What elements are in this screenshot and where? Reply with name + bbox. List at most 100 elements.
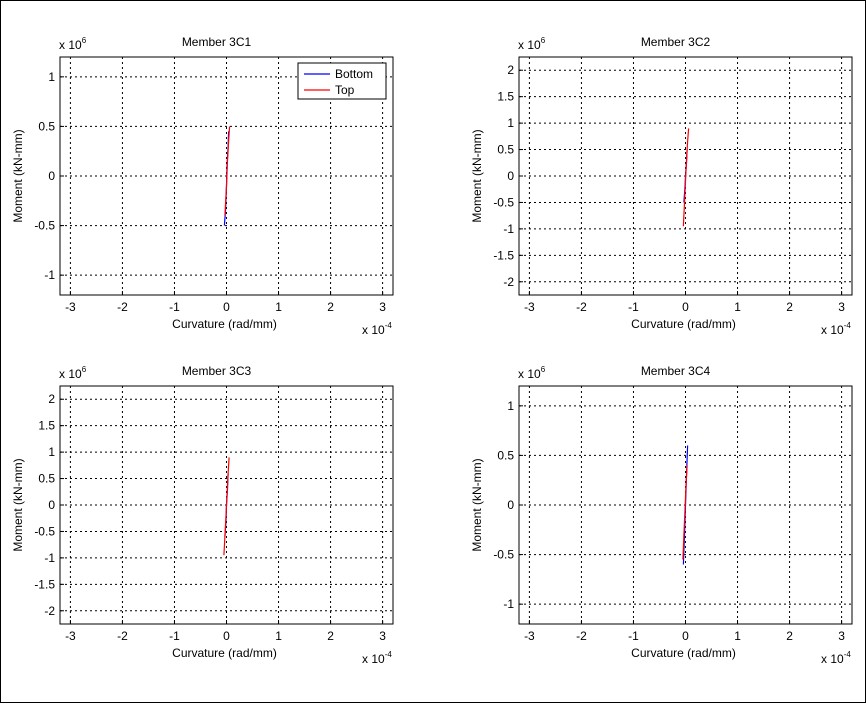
x-multiplier-exponent: -4 [385,321,393,330]
y-multiplier-exponent: 6 [541,36,546,45]
y-axis-label: Moment (kN-mm) [11,458,25,551]
x-tick-label: -3 [65,629,76,643]
y-multiplier-exponent: 6 [82,365,87,374]
y-tick-label: 0 [507,169,514,183]
subplot-3: -3 -2 -1 0 1 2 3 -2 -1.5 -1 -0.5 0 0.5 1 1.5 2 Member 3C… [11,364,394,666]
x-multiplier-base: x 10 [362,652,385,666]
series-line-top [682,128,690,227]
y-tick-label: -1 [503,597,514,611]
x-tick-label: 3 [379,300,386,314]
chart-title: Member 3C1 [182,35,252,49]
y-axis-multiplier: x 106 [59,365,87,381]
y-tick-label: -0.5 [34,524,55,538]
x-tick-label: 1 [275,300,282,314]
y-tick-label: 1 [48,70,55,84]
y-tick-label: -2 [44,604,55,618]
y-axis-label: Moment (kN-mm) [470,458,484,551]
x-tick-label: 0 [223,629,230,643]
y-multiplier-base: x 10 [518,367,541,381]
y-tick-label: 1 [507,399,514,413]
subplot-1: -3 -2 -1 0 1 2 3 -1 -0.5 0 0.5 1 Member 3C1 Curvature… [11,35,394,337]
y-tick-label: -1 [44,551,55,565]
axes-border [518,56,853,296]
y-tick-label: -0.5 [493,548,514,562]
axes-border [59,385,394,625]
y-tick-label: 0.5 [38,119,55,133]
y-tick-label: 1.5 [497,90,514,104]
x-axis-multiplier: x 10-4 [821,650,851,666]
y-multiplier-base: x 10 [59,38,82,52]
x-multiplier-base: x 10 [362,323,385,337]
x-tick-label: 0 [223,300,230,314]
x-tick-label: -2 [117,300,128,314]
y-tick-label: -0.5 [493,195,514,209]
y-multiplier-base: x 10 [518,38,541,52]
y-tick-label: -1 [44,268,55,282]
y-tick-label: 1.5 [38,419,55,433]
x-tick-label: 1 [734,629,741,643]
x-axis-label: Curvature (rad/mm) [631,317,736,331]
legend-label-top: Top [335,83,355,97]
y-tick-label: 0 [48,169,55,183]
x-tick-label: 2 [327,629,334,643]
y-tick-label: 0.5 [38,472,55,486]
x-tick-label: -2 [117,629,128,643]
x-multiplier-exponent: -4 [385,650,393,659]
y-tick-label: 2 [48,392,55,406]
x-tick-label: -1 [169,629,180,643]
x-axis-label: Curvature (rad/mm) [172,646,277,660]
legend-label-bottom: Bottom [335,67,373,81]
x-axis-multiplier: x 10-4 [362,650,392,666]
x-tick-label: -1 [628,629,639,643]
x-tick-label: 0 [682,629,689,643]
x-tick-label: -2 [576,300,587,314]
x-tick-label: -1 [628,300,639,314]
x-tick-label: 3 [838,300,845,314]
x-axis-multiplier: x 10-4 [362,321,392,337]
legend[interactable]: Bottom Top [297,62,387,100]
y-axis-label: Moment (kN-mm) [11,129,25,222]
x-multiplier-exponent: -4 [844,321,852,330]
y-axis-multiplier: x 106 [518,365,546,381]
x-tick-label: -3 [65,300,76,314]
y-axis-multiplier: x 106 [59,36,87,52]
axes-border [518,385,853,625]
x-axis-multiplier: x 10-4 [821,321,851,337]
x-tick-label: 0 [682,300,689,314]
x-tick-label: -2 [576,629,587,643]
series-line-top [223,457,230,556]
x-tick-label: 3 [838,629,845,643]
y-tick-label: 1 [48,445,55,459]
y-tick-label: -0.5 [34,219,55,233]
y-tick-label: -1.5 [493,248,514,262]
x-axis-label: Curvature (rad/mm) [631,646,736,660]
y-tick-label: 0 [507,498,514,512]
series-line-top [682,465,688,560]
x-tick-label: 1 [734,300,741,314]
y-multiplier-base: x 10 [59,367,82,381]
x-tick-label: -1 [169,300,180,314]
legend-box [297,62,387,100]
x-multiplier-exponent: -4 [844,650,852,659]
chart-title: Member 3C3 [182,364,252,378]
chart-title: Member 3C4 [641,364,711,378]
x-tick-label: -3 [524,629,535,643]
y-tick-label: -1.5 [34,577,55,591]
x-tick-label: 2 [786,629,793,643]
subplot-2: -3 -2 -1 0 1 2 3 -2 -1.5 -1 -0.5 0 0.5 1 1.5 2 Member 3C… [470,35,853,337]
axes-border [59,56,394,296]
y-axis-label: Moment (kN-mm) [470,129,484,222]
chart-title: Member 3C2 [641,35,711,49]
x-tick-label: 2 [327,300,334,314]
y-tick-label: 0 [48,498,55,512]
y-axis-multiplier: x 106 [518,36,546,52]
series-line-top [224,126,231,216]
y-tick-label: 0.5 [497,143,514,157]
x-tick-label: 3 [379,629,386,643]
y-tick-label: 1 [507,116,514,130]
x-axis-label: Curvature (rad/mm) [172,317,277,331]
x-multiplier-base: x 10 [821,652,844,666]
x-tick-label: 2 [786,300,793,314]
